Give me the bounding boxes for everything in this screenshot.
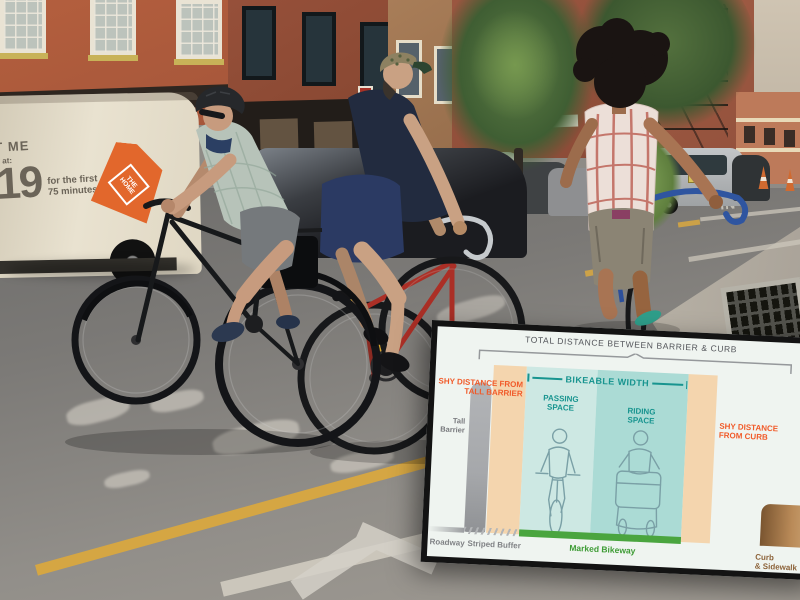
shy-distance-left-label: SHY DISTANCE FROM TALL BARRIER (438, 376, 524, 399)
building-center-brick (217, 0, 409, 165)
measure-line (531, 377, 563, 380)
tall-barrier-label: Tall Barrier (440, 416, 466, 435)
bike-helmet (195, 86, 245, 114)
curly-hair (573, 18, 670, 108)
blue-drop-handlebar (651, 188, 749, 225)
lintel (736, 148, 800, 152)
measure-line (652, 382, 683, 386)
window (302, 12, 336, 86)
roadway-bar (428, 526, 465, 533)
teal-flip-flop (634, 310, 662, 326)
curb-sidewalk-label: Curb & Sidewalk (754, 552, 798, 573)
window (744, 126, 755, 143)
tree-highlight (470, 10, 560, 120)
lintel (736, 118, 800, 122)
rider-outline-drawings (535, 428, 662, 538)
building-left-stucco (0, 0, 247, 125)
window (0, 0, 48, 59)
cyclist-right (560, 18, 749, 355)
total-distance-bracket (478, 349, 793, 374)
passing-space-label: PASSING SPACE (543, 393, 579, 414)
plaid-pattern (203, 131, 285, 225)
window (764, 128, 775, 145)
window (88, 0, 138, 61)
standard-bike-rider-outline (535, 428, 581, 535)
traffic-cone (785, 169, 795, 191)
window (242, 6, 276, 80)
van-shadow (6, 262, 196, 278)
measure-tick (527, 373, 530, 382)
sunglasses (199, 109, 225, 119)
cyclist-left (65, 86, 381, 455)
striped-buffer-bar (463, 526, 520, 537)
roadway-label: Roadway (429, 537, 465, 548)
marked-bikeway-label: Marked Bikeway (569, 542, 636, 556)
curb-graphic (759, 503, 800, 549)
window (174, 0, 224, 65)
black-shoe (378, 352, 410, 372)
bike-lane-width-diagram: TOTAL DISTANCE BETWEEN BARRIER & CURB BI… (420, 320, 800, 581)
window (784, 130, 795, 147)
striped-buffer-label: Striped Buffer (467, 538, 522, 551)
camo-cap (380, 52, 418, 72)
cargo-bike-rider-outline (614, 430, 662, 538)
shy-distance-right-label: SHY DISTANCE FROM CURB (718, 421, 779, 443)
traffic-cone (758, 166, 769, 189)
navy-shoe (211, 321, 245, 343)
